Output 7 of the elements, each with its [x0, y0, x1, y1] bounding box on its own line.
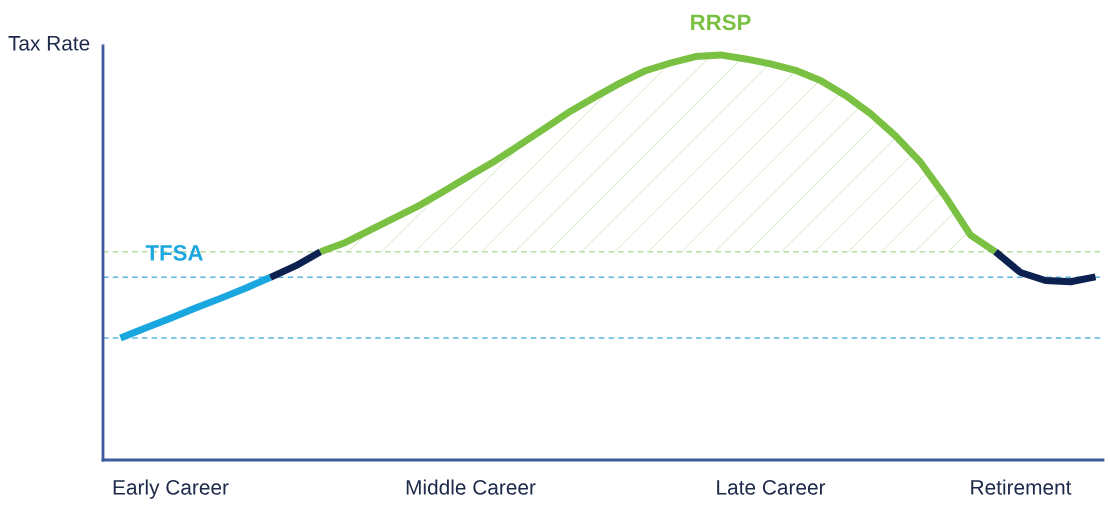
x-tick-label: Early Career — [113, 479, 229, 499]
series-label: RRSP — [691, 14, 751, 31]
x-tick-label: Late Career — [717, 479, 826, 495]
series-label: TFSA — [145, 245, 203, 261]
y-axis-title: Tax Rate — [8, 36, 90, 51]
x-tick-label: Middle Career — [406, 479, 536, 495]
x-tick-label: Retirement — [971, 479, 1072, 495]
